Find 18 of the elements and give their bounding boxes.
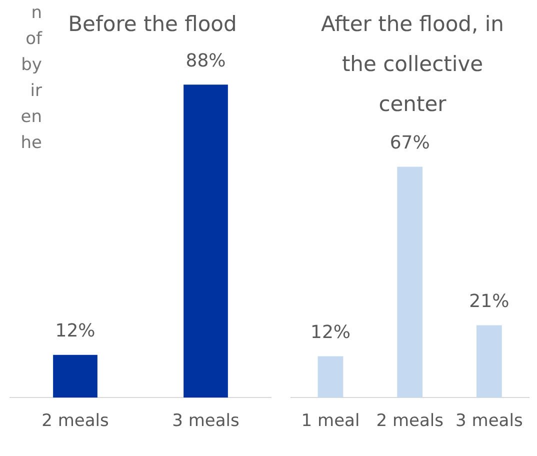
x-tick-label: 1 meal <box>301 411 360 432</box>
data-label: 88% <box>186 50 226 72</box>
annotation: he <box>20 132 42 155</box>
x-tick-label: 2 meals <box>42 411 110 432</box>
data-label: 12% <box>55 320 96 342</box>
x-tick-label: 3 meals <box>172 411 240 432</box>
text: n <box>31 2 42 25</box>
chart-title: After the flood, in the collective center <box>320 11 505 118</box>
annotation: en <box>20 106 42 129</box>
annotation: ir <box>30 80 42 103</box>
data-label: 67% <box>390 132 430 154</box>
chart-title: Before the flood <box>68 12 237 36</box>
x-tick-label: 3 meals <box>456 411 523 432</box>
text: of <box>26 28 42 51</box>
data-label: 12% <box>310 322 351 343</box>
data-label: 21% <box>469 290 510 312</box>
text: by <box>21 54 42 77</box>
x-tick-label: 2 meals <box>376 411 444 432</box>
